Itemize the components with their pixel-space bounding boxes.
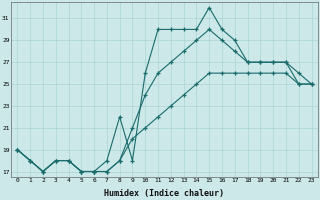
- X-axis label: Humidex (Indice chaleur): Humidex (Indice chaleur): [104, 189, 224, 198]
